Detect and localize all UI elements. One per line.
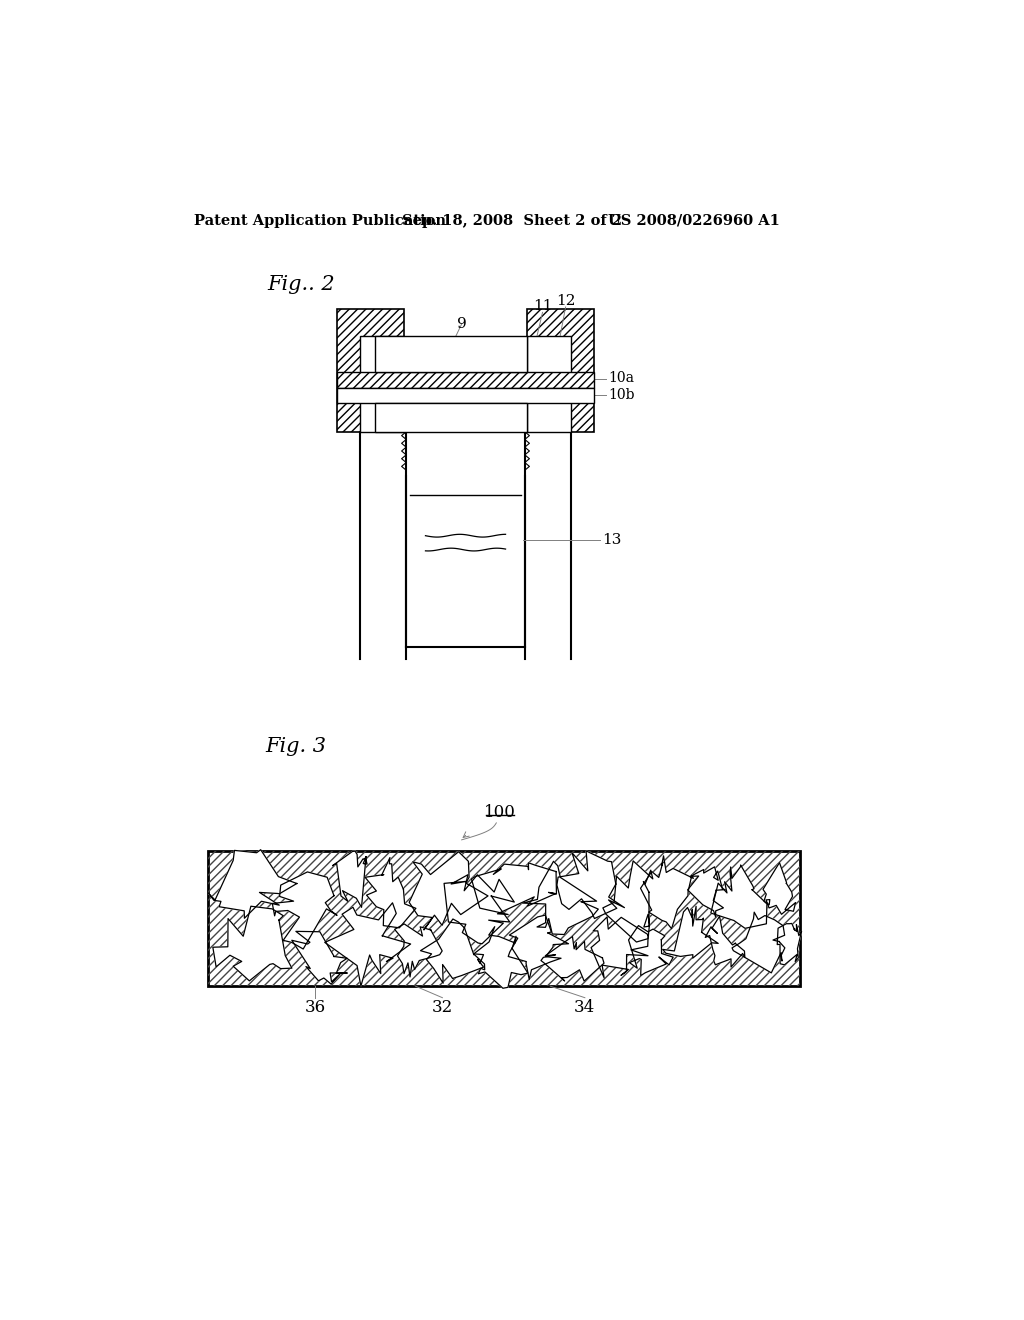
Bar [337,309,403,432]
Text: 11: 11 [532,300,552,313]
Bar [527,335,571,432]
Polygon shape [541,936,604,981]
Polygon shape [508,915,568,979]
Polygon shape [603,861,653,942]
Polygon shape [471,863,556,915]
Polygon shape [777,924,802,965]
Polygon shape [444,875,514,944]
Bar [360,335,403,432]
Bar [527,309,594,432]
Polygon shape [366,858,416,928]
Polygon shape [763,862,796,915]
Text: 10a: 10a [608,371,634,385]
Polygon shape [213,907,292,981]
Polygon shape [591,917,648,978]
Text: 9: 9 [457,317,467,331]
Polygon shape [557,851,625,919]
Bar [337,309,403,432]
Bar [376,404,527,432]
Bar [527,309,594,432]
Polygon shape [474,927,528,989]
Polygon shape [421,919,483,983]
Polygon shape [711,865,767,928]
Bar [208,851,801,986]
Polygon shape [272,873,337,949]
Text: 32: 32 [432,999,453,1016]
Polygon shape [629,925,673,975]
Text: Fig.. 2: Fig.. 2 [267,276,335,294]
Polygon shape [410,851,488,929]
Polygon shape [663,907,718,958]
Text: 34: 34 [574,999,596,1016]
Text: 13: 13 [602,532,622,546]
Bar [337,372,594,388]
Text: 100: 100 [484,804,516,821]
Polygon shape [394,924,442,977]
Polygon shape [333,851,367,907]
Text: 12: 12 [556,294,575,308]
Bar [376,335,527,372]
Polygon shape [687,867,725,917]
Polygon shape [325,903,411,986]
Text: US 2008/0226960 A1: US 2008/0226960 A1 [608,214,780,228]
Polygon shape [706,916,744,968]
Text: 10b: 10b [608,388,635,401]
Polygon shape [292,932,347,985]
Text: Fig. 3: Fig. 3 [265,738,327,756]
Text: 36: 36 [305,999,326,1016]
Polygon shape [522,861,598,935]
Text: Patent Application Publication: Patent Application Publication [194,214,445,228]
Bar [337,372,594,388]
Bar [208,851,801,986]
Text: Sep. 18, 2008  Sheet 2 of 2: Sep. 18, 2008 Sheet 2 of 2 [401,214,622,228]
Polygon shape [732,912,784,973]
Polygon shape [641,855,693,929]
Bar [337,388,594,404]
Polygon shape [209,850,297,919]
